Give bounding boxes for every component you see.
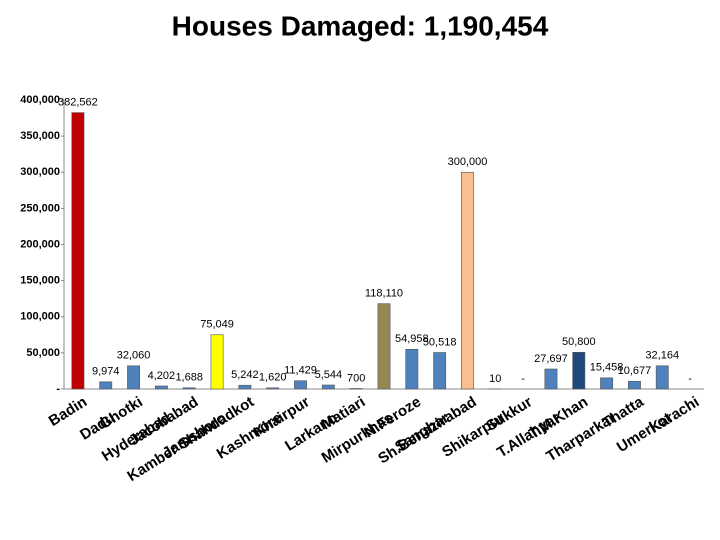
value-label: 1,620 (259, 372, 287, 384)
bar (600, 377, 614, 390)
bar (349, 388, 363, 390)
value-label: 4,202 (148, 370, 176, 382)
value-label: 32,164 (645, 350, 679, 362)
bar (154, 385, 168, 390)
bar (572, 351, 586, 390)
bar (544, 368, 558, 390)
value-label: 54,958 (395, 333, 429, 345)
y-tick-label: 250,000 (20, 202, 60, 214)
value-label: 50,518 (423, 336, 457, 348)
value-label: - (688, 373, 692, 385)
value-label: 50,800 (562, 336, 596, 348)
bar (182, 387, 196, 390)
bar (655, 365, 669, 390)
chart-title: Houses Damaged: 1,190,454 (172, 10, 549, 41)
y-tick-label: 400,000 (20, 94, 60, 106)
y-tick-label: 300,000 (20, 166, 60, 178)
bar (433, 352, 447, 390)
value-label: - (521, 373, 525, 385)
y-tick-label: 150,000 (20, 275, 60, 287)
y-tick-label: - (56, 383, 60, 395)
bar (99, 381, 113, 390)
value-label: 15,458 (590, 362, 624, 374)
bar (461, 171, 474, 390)
bar (266, 387, 280, 390)
value-label: 382,562 (58, 97, 98, 109)
y-tick-label: 100,000 (20, 311, 60, 323)
value-label: 5,242 (231, 369, 259, 381)
bar (405, 348, 419, 390)
value-label: 1,688 (175, 372, 203, 384)
bar (377, 303, 391, 390)
bar (321, 384, 335, 390)
bar (294, 380, 307, 390)
y-tick-label: 350,000 (20, 130, 60, 142)
value-label: 10,677 (618, 365, 652, 377)
value-label: 10 (489, 373, 501, 385)
bar (238, 384, 252, 390)
bar (628, 380, 641, 390)
value-label: 11,429 (284, 365, 317, 377)
y-tick-label: 50,000 (26, 347, 60, 359)
bar (210, 334, 224, 390)
value-label: 27,697 (534, 353, 568, 365)
value-label: 118,110 (365, 288, 403, 300)
bar (71, 112, 85, 390)
value-label: 32,060 (117, 350, 151, 362)
bar (127, 365, 140, 390)
y-tick-label: 200,000 (20, 238, 60, 250)
value-label: 300,000 (448, 156, 488, 168)
value-label: 700 (347, 372, 365, 384)
value-label: 5,544 (315, 369, 343, 381)
value-label: 75,049 (200, 319, 234, 331)
value-label: 9,974 (92, 366, 120, 378)
